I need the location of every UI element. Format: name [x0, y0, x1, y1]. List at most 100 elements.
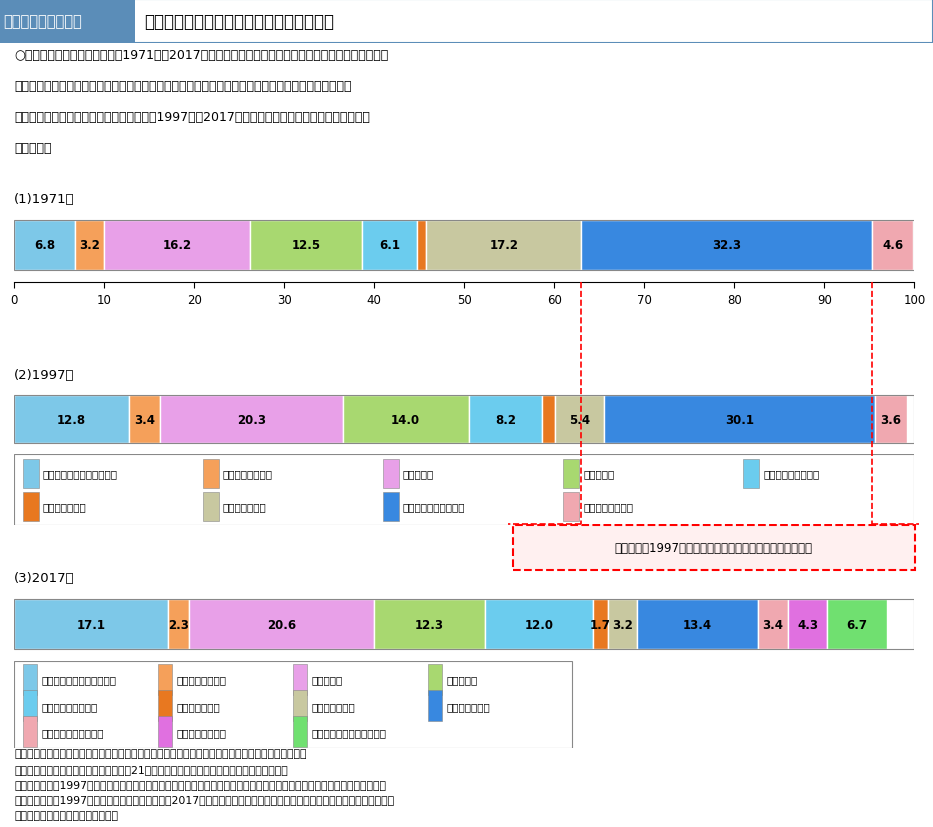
Text: 16.2: 16.2 — [162, 239, 191, 252]
Text: 運搬・清掃・包装等従事者: 運搬・清掃・包装等従事者 — [311, 727, 386, 737]
Bar — [250, 220, 362, 271]
Text: ○　職業別の就業者シェアは、1971年～2017年の間に「専門的・技術的職業従事者」「事務従業者」: ○ 職業別の就業者シェアは、1971年～2017年の間に「専門的・技術的職業従事… — [14, 50, 388, 62]
Text: 管理的職業従事者: 管理的職業従事者 — [223, 468, 272, 478]
Text: 販売従事者: 販売従事者 — [583, 468, 614, 478]
Bar — [203, 459, 219, 489]
Bar — [383, 492, 399, 522]
Bar — [342, 396, 468, 443]
Bar — [293, 664, 307, 696]
Text: している。: している。 — [14, 141, 51, 155]
Text: 3.2: 3.2 — [79, 239, 100, 252]
Bar — [608, 599, 637, 650]
Text: 4.3: 4.3 — [797, 618, 818, 631]
Text: のシェアは一貫して低下しており、また、1997年～2017年にかけて「販売従事者」ではやや低下: のシェアは一貫して低下しており、また、1997年～2017年にかけて「販売従事者… — [14, 111, 369, 124]
Bar — [76, 220, 104, 271]
Text: 6.8: 6.8 — [34, 239, 55, 252]
Bar — [564, 459, 579, 489]
Bar — [426, 220, 581, 271]
Text: 1.7: 1.7 — [591, 618, 611, 631]
Bar — [14, 220, 76, 271]
Text: 生産工程従事者: 生産工程従事者 — [446, 701, 490, 711]
Bar — [23, 691, 36, 721]
Bar — [827, 599, 887, 650]
Bar — [158, 664, 172, 696]
Bar — [14, 220, 914, 271]
Bar — [160, 396, 342, 443]
Text: 6.1: 6.1 — [380, 239, 400, 252]
Bar — [875, 396, 907, 443]
Text: おおむね、1997年以前の「生産工程・労務作業者」に該当: おおむね、1997年以前の「生産工程・労務作業者」に該当 — [615, 541, 813, 554]
Text: (1)1971年: (1)1971年 — [14, 193, 75, 205]
Bar — [168, 599, 188, 650]
Bar — [374, 599, 485, 650]
Text: 販売従事者: 販売従事者 — [446, 675, 478, 685]
Bar — [428, 691, 441, 721]
Bar — [592, 599, 608, 650]
Text: 建設・採掘従事者: 建設・採掘従事者 — [176, 727, 226, 737]
Text: 保安職業従事者: 保安職業従事者 — [176, 701, 220, 711]
Text: 事務従業者: 事務従業者 — [403, 468, 434, 478]
Bar — [23, 716, 36, 748]
Text: 5.4: 5.4 — [569, 414, 590, 426]
Text: 12.8: 12.8 — [57, 414, 86, 426]
Bar — [23, 459, 39, 489]
Text: 3.4: 3.4 — [762, 618, 784, 631]
Text: 30.1: 30.1 — [725, 414, 754, 426]
Bar — [14, 396, 914, 443]
Bar — [485, 599, 592, 650]
Bar — [744, 459, 759, 489]
Text: 農林漁業従事者: 農林漁業従事者 — [311, 701, 355, 711]
Bar — [872, 220, 913, 271]
Bar — [581, 220, 872, 271]
Text: 8.2: 8.2 — [495, 414, 516, 426]
Text: 農林漁業作業者: 農林漁業作業者 — [223, 501, 267, 511]
Text: 運輸・通信従事者: 運輸・通信従事者 — [583, 501, 633, 511]
Text: 12.3: 12.3 — [415, 618, 444, 631]
Text: 専門的・技術的職業従事者: 専門的・技術的職業従事者 — [41, 675, 116, 685]
Text: 6.7: 6.7 — [846, 618, 868, 631]
Bar — [14, 396, 130, 443]
Bar — [758, 599, 788, 650]
Text: に分割されている。: に分割されている。 — [14, 810, 118, 820]
Text: 14.0: 14.0 — [391, 414, 420, 426]
Text: 2.3: 2.3 — [168, 618, 188, 631]
Text: ４）端数処理を行っているため、内訳の和が100%にならないことに留意が必要。: ４）端数処理を行っているため、内訳の和が100%にならないことに留意が必要。 — [14, 825, 299, 827]
Text: 13.4: 13.4 — [683, 618, 712, 631]
Bar — [158, 716, 172, 748]
Bar — [428, 664, 441, 696]
Text: 資料出所　総務省統計局「就業構造基本調査」をもとに厚生労働省政策統括官付政策統括室にて作成: 資料出所 総務省統計局「就業構造基本調査」をもとに厚生労働省政策統括官付政策統括… — [14, 748, 307, 758]
Bar — [383, 459, 399, 489]
Bar — [564, 492, 579, 522]
Bar — [0, 0, 135, 44]
Text: （注）　１）日本標準職業分類は平成21年に改定されているため、厳密に比較できない。: （注） １）日本標準職業分類は平成21年に改定されているため、厳密に比較できない… — [14, 764, 287, 774]
Text: 17.2: 17.2 — [489, 239, 519, 252]
Bar — [23, 664, 36, 696]
Bar — [542, 396, 555, 443]
Text: 3.4: 3.4 — [134, 414, 155, 426]
Bar — [158, 691, 172, 721]
Text: ２）1997年以前の「生産工程・労務作業者」は、「技能工，採掘・製造・建設作業者及び労務作業者」を指す。: ２）1997年以前の「生産工程・労務作業者」は、「技能工，採掘・製造・建設作業者… — [14, 779, 386, 789]
Bar — [203, 492, 219, 522]
Bar — [362, 220, 417, 271]
Bar — [637, 599, 758, 650]
Text: ３）1997年以前の「通信従事者」は、2017年は「専門的・技術的職業従事者」「運搬・清掃・包装等従事者」: ３）1997年以前の「通信従事者」は、2017年は「専門的・技術的職業従事者」「… — [14, 795, 394, 805]
Bar — [788, 599, 827, 650]
Bar — [188, 599, 374, 650]
Bar — [468, 396, 542, 443]
Bar — [14, 599, 168, 650]
Text: 職業別の就業者数（就業者シェア）の推移: 職業別の就業者数（就業者シェア）の推移 — [145, 13, 335, 31]
Bar — [293, 716, 307, 748]
Text: 20.6: 20.6 — [267, 618, 296, 631]
Bar — [293, 691, 307, 721]
Text: 3.6: 3.6 — [881, 414, 901, 426]
Text: 生産工程・労務作業者: 生産工程・労務作業者 — [403, 501, 466, 511]
Bar — [23, 492, 39, 522]
Bar — [604, 396, 875, 443]
Text: 12.5: 12.5 — [292, 239, 321, 252]
Text: サービス職業従事者: サービス職業従事者 — [41, 701, 97, 711]
Bar — [135, 0, 933, 44]
Bar — [417, 220, 426, 271]
Bar — [14, 662, 572, 748]
Text: 輸送・機械運転従事者: 輸送・機械運転従事者 — [41, 727, 104, 737]
Text: 事務従事者: 事務従事者 — [311, 675, 342, 685]
